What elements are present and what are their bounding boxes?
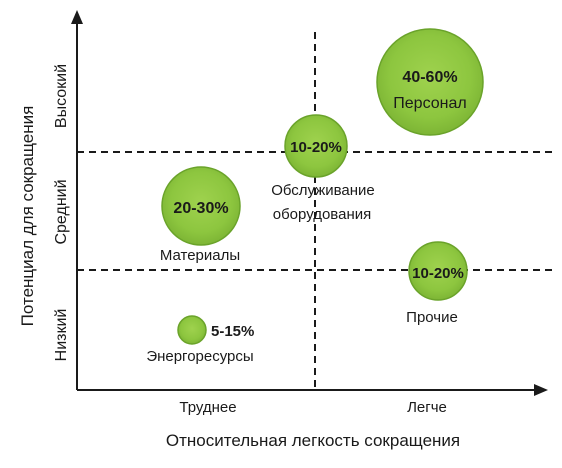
bubble-materials: 20-30% Материалы	[160, 166, 241, 264]
bubble-maintenance-label-line1: Обслуживание	[271, 182, 375, 199]
bubble-maintenance-value: 10-20%	[290, 139, 342, 156]
bubble-energy: 5-15% Энергоресурсы	[146, 315, 254, 365]
x-tick-harder: Труднее	[179, 399, 236, 416]
bubble-other-circle	[408, 241, 468, 301]
bubble-materials-label: Материалы	[160, 247, 240, 264]
x-axis-arrow-icon	[534, 384, 548, 396]
x-axis-title: Относительная легкость сокращения	[166, 431, 460, 450]
bubble-other: 10-20% Прочие	[406, 241, 468, 326]
y-tick-medium: Средний	[53, 179, 70, 244]
y-axis-arrow-icon	[71, 10, 83, 24]
bubble-other-value: 10-20%	[412, 265, 464, 282]
y-axis-title: Потенциал для сокращения	[18, 106, 37, 327]
bubble-personnel-circle	[376, 28, 484, 136]
x-tick-easier: Легче	[407, 399, 447, 416]
bubble-maintenance-label-line2: оборудования	[273, 206, 371, 223]
bubble-materials-circle	[161, 166, 241, 246]
y-tick-high: Высокий	[53, 64, 70, 128]
bubble-materials-value: 20-30%	[173, 200, 228, 217]
bubble-personnel-label: Персонал	[393, 95, 466, 112]
bubble-personnel-value: 40-60%	[402, 69, 457, 86]
bubble-energy-circle	[177, 315, 207, 345]
bubble-other-label: Прочие	[406, 309, 458, 326]
y-tick-low: Низкий	[53, 309, 70, 362]
bubble-maintenance: 10-20% Обслуживание оборудования	[271, 114, 375, 223]
bubble-personnel: 40-60% Персонал	[376, 28, 484, 136]
bubble-energy-label: Энергоресурсы	[146, 348, 253, 365]
bubble-maintenance-circle	[284, 114, 348, 178]
bubble-energy-value: 5-15%	[211, 323, 254, 340]
